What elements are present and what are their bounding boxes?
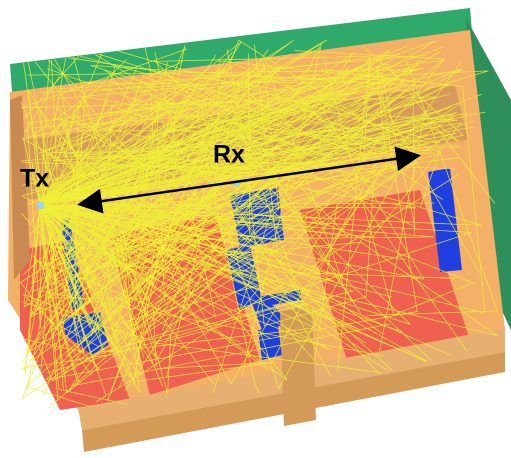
tx-antenna: [37, 202, 44, 209]
pillar: [280, 306, 316, 426]
ray-tracing-scene: Tx Rx: [0, 0, 511, 458]
rx-label: Rx: [213, 141, 245, 169]
tx-label: Tx: [20, 165, 49, 193]
window: [258, 326, 282, 360]
